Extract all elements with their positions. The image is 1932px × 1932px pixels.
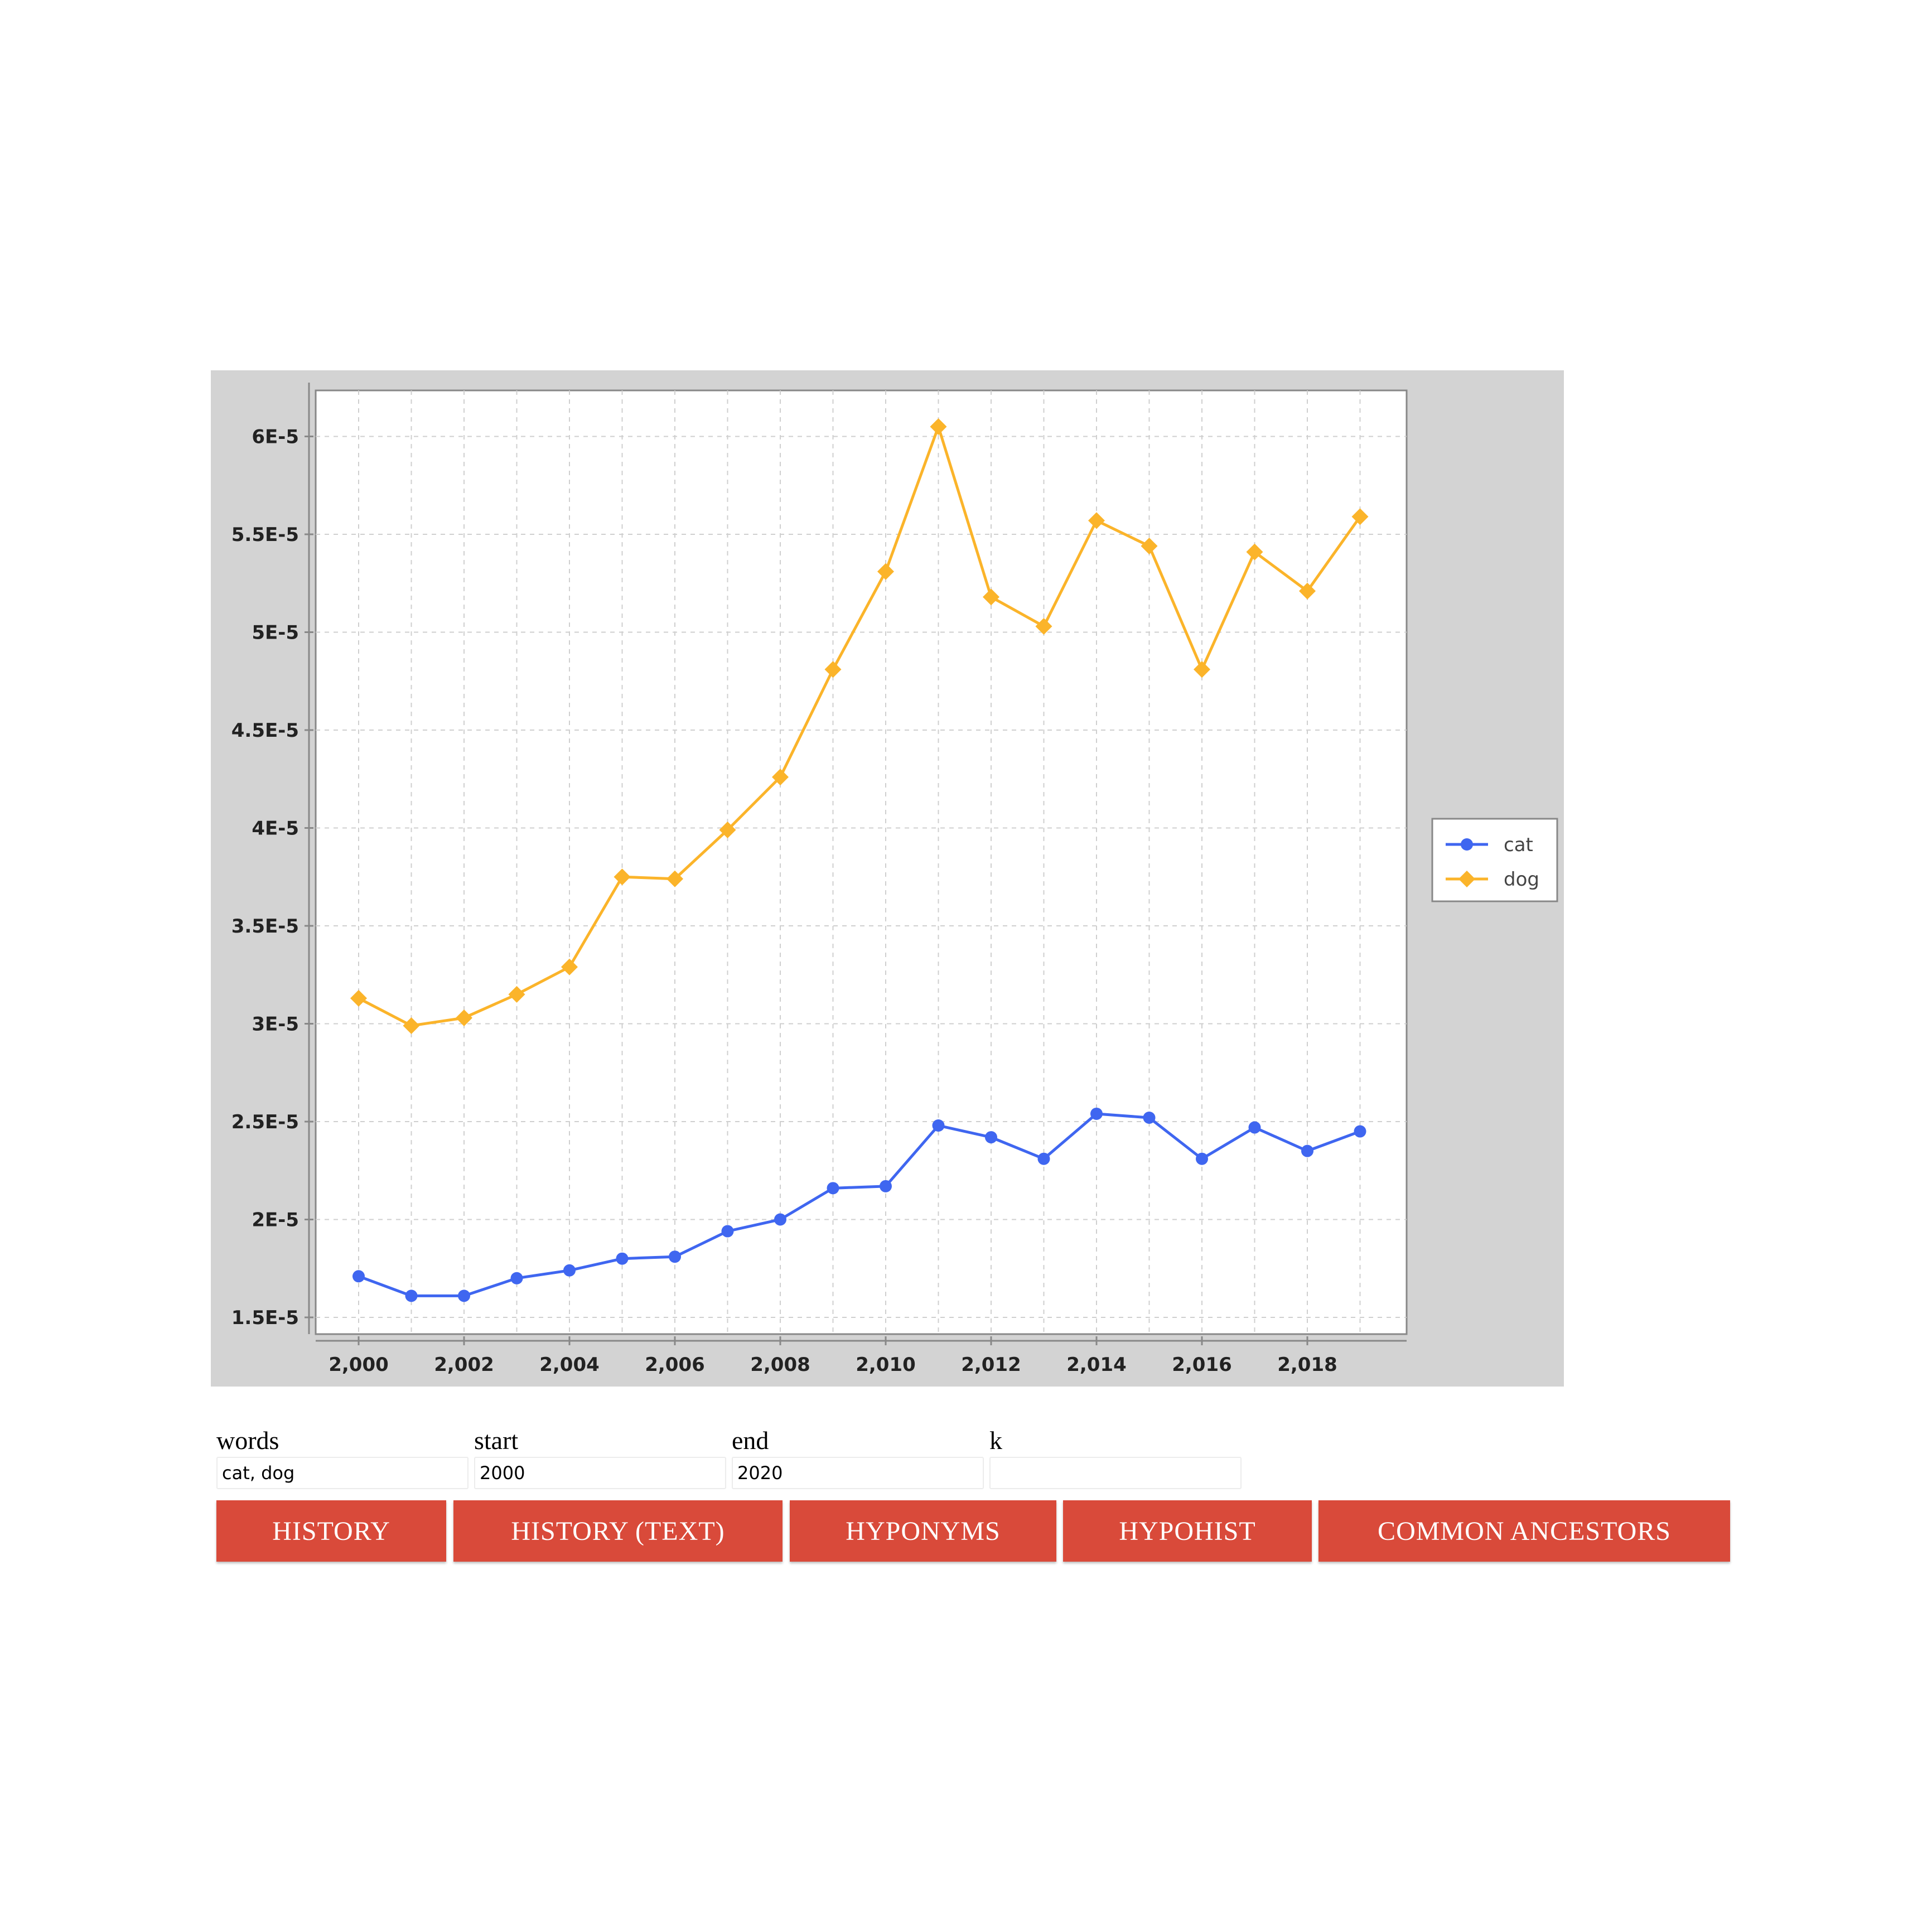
x-tick-label: 2,000 <box>329 1354 389 1376</box>
words-input[interactable] <box>216 1457 468 1489</box>
data-point-dog <box>1088 512 1105 529</box>
data-point-cat <box>510 1272 523 1284</box>
plot-area <box>315 389 1408 1335</box>
k-input[interactable] <box>989 1457 1242 1489</box>
data-point-dog <box>877 563 894 580</box>
data-point-cat <box>458 1289 470 1302</box>
data-point-dog <box>1194 661 1210 678</box>
x-tick-label: 2,006 <box>645 1354 705 1376</box>
words-label: words <box>216 1426 279 1455</box>
data-point-dog <box>1035 617 1052 635</box>
k-label: k <box>989 1426 1002 1455</box>
y-tick-label: 4.5E-5 <box>231 719 299 742</box>
data-point-cat <box>985 1131 997 1144</box>
data-point-cat <box>1301 1144 1313 1157</box>
start-label: start <box>474 1426 519 1455</box>
common-ancestors-button[interactable]: COMMON ANCESTORS <box>1318 1500 1730 1562</box>
chart-panel: 1.5E-5 2E-5 2.5E-5 3E-5 3.5E-5 4E-5 4.5E-5 5E-5… <box>211 370 1564 1387</box>
data-point-dog <box>1246 543 1263 561</box>
legend-label-cat: cat <box>1504 834 1533 856</box>
end-input[interactable] <box>732 1457 984 1489</box>
x-tick-label: 2,016 <box>1172 1354 1232 1376</box>
y-tick-label: 5.5E-5 <box>231 524 299 546</box>
y-tick-label: 4E-5 <box>252 818 299 840</box>
x-tick-label: 2,010 <box>856 1354 916 1376</box>
data-point-cat <box>1143 1111 1156 1124</box>
data-point-dog <box>719 822 736 839</box>
data-point-dog <box>666 870 683 887</box>
x-tick-label: 2,002 <box>434 1354 494 1376</box>
data-point-dog <box>508 986 525 1003</box>
history-button[interactable]: HISTORY <box>216 1500 446 1562</box>
start-input[interactable] <box>474 1457 726 1489</box>
x-tick-label: 2,008 <box>750 1354 810 1376</box>
data-point-dog <box>350 989 367 1007</box>
hypohist-button[interactable]: HYPOHIST <box>1063 1500 1312 1562</box>
line-chart: 1.5E-5 2E-5 2.5E-5 3E-5 3.5E-5 4E-5 4.5E-5 5E-5… <box>231 383 1558 1376</box>
series-line-cat <box>358 1112 1361 1297</box>
data-point-cat <box>932 1119 945 1132</box>
data-point-cat <box>405 1289 418 1302</box>
series-line-dog <box>358 425 1361 1027</box>
data-point-cat <box>774 1213 786 1226</box>
data-point-dog <box>456 1009 472 1026</box>
data-point-cat <box>669 1250 681 1263</box>
x-tick-label: 2,014 <box>1066 1354 1127 1376</box>
legend-marker-cat <box>1461 838 1473 851</box>
y-tick-label: 2.5E-5 <box>231 1111 299 1133</box>
x-tick-label: 2,018 <box>1277 1354 1337 1376</box>
y-tick-label: 3.5E-5 <box>231 915 299 938</box>
legend-marker-dog <box>1458 871 1475 887</box>
legend-label-dog: dog <box>1504 868 1539 891</box>
data-point-cat <box>827 1182 839 1195</box>
data-point-dog <box>824 661 842 678</box>
data-point-dog <box>1299 582 1316 600</box>
data-point-cat <box>616 1252 629 1265</box>
data-point-dog <box>1141 538 1158 555</box>
y-tick-label: 3E-5 <box>252 1013 299 1036</box>
data-point-cat <box>880 1180 892 1192</box>
data-point-dog <box>614 868 631 886</box>
data-point-cat <box>721 1225 734 1238</box>
end-label: end <box>732 1426 769 1455</box>
x-tick-label: 2,004 <box>539 1354 600 1376</box>
data-point-dog <box>983 588 999 606</box>
data-point-dog <box>1351 508 1369 525</box>
data-point-cat <box>1196 1152 1208 1165</box>
y-tick-label: 5E-5 <box>252 622 299 644</box>
y-tick-label: 2E-5 <box>252 1209 299 1231</box>
data-point-cat <box>352 1270 365 1283</box>
data-point-cat <box>1354 1125 1366 1138</box>
history-text-button[interactable]: HISTORY (TEXT) <box>453 1500 783 1562</box>
y-tick-label: 1.5E-5 <box>231 1307 299 1329</box>
legend-box <box>1431 818 1558 902</box>
data-point-dog <box>772 769 789 786</box>
y-tick-label: 6E-5 <box>252 426 299 448</box>
data-point-cat <box>563 1264 576 1277</box>
data-point-dog <box>561 958 578 975</box>
x-tick-label: 2,012 <box>961 1354 1021 1376</box>
data-point-cat <box>1037 1152 1050 1165</box>
data-point-cat <box>1248 1121 1261 1134</box>
data-point-cat <box>1090 1107 1103 1120</box>
hyponyms-button[interactable]: HYPONYMS <box>790 1500 1056 1562</box>
data-point-dog <box>930 418 947 435</box>
data-point-dog <box>403 1017 420 1035</box>
